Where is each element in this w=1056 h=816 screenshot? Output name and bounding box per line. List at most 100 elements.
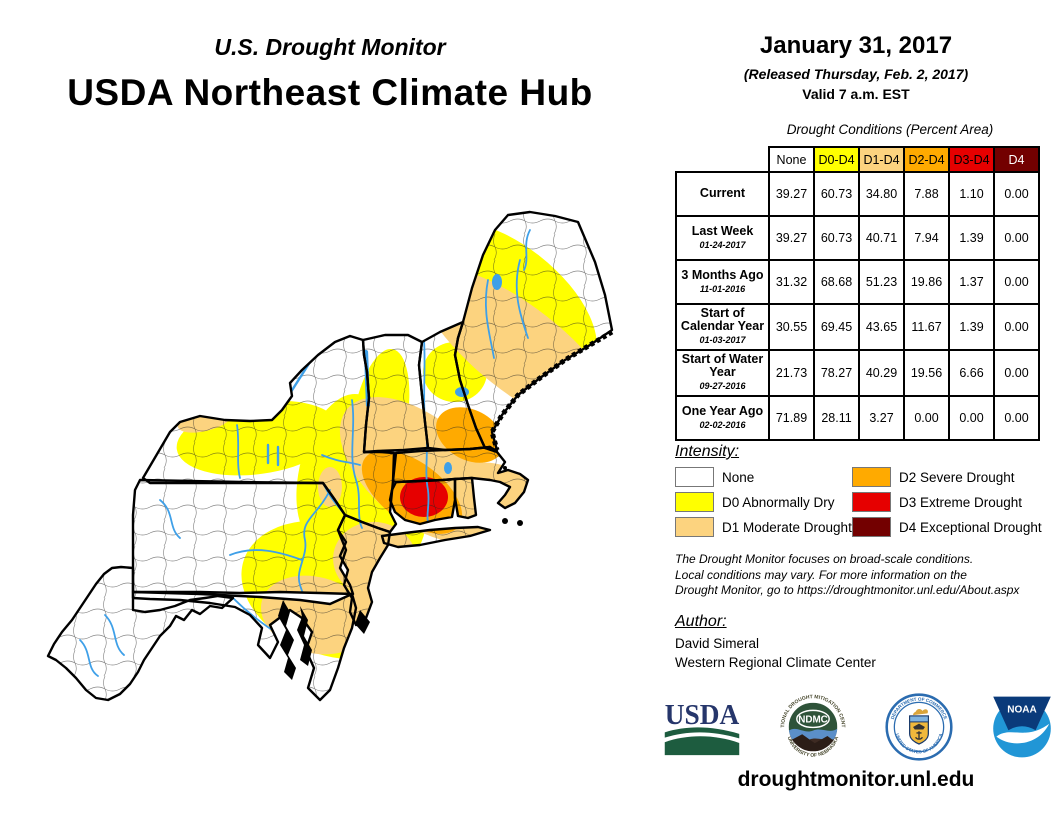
row-date: 01-03-2017 — [699, 335, 746, 345]
logo-row: USDA NATIONAL DROUGHT MITIGATION CENTER … — [664, 690, 1054, 764]
legend-item-d3: D3 Extreme Drought — [852, 492, 1022, 512]
cell-value: 28.11 — [813, 395, 860, 441]
col-header-d4: D4 — [993, 146, 1040, 173]
footer-url: droughtmonitor.unl.edu — [737, 768, 975, 791]
row-date: 02-02-2016 — [699, 419, 746, 430]
legend-swatch-d3 — [852, 492, 891, 512]
cell-value: 1.39 — [948, 215, 995, 261]
col-header-d0d4: D0-D4 — [813, 146, 860, 173]
quabbin-reservoir — [444, 462, 452, 474]
cell-value: 11.67 — [903, 303, 950, 351]
cell-value: 31.32 — [768, 259, 815, 305]
legend-item-d0: D0 Abnormally Dry — [675, 492, 835, 512]
map-date: January 31, 2017 — [759, 32, 953, 59]
cell-value: 71.89 — [768, 395, 815, 441]
legend-label: D4 Exceptional Drought — [899, 519, 1042, 535]
cell-value: 7.88 — [903, 171, 950, 217]
report-title: U.S. Drought Monitor — [214, 34, 446, 60]
doc-shield — [909, 715, 930, 745]
ndmc-oval — [795, 709, 830, 729]
cell-value: 39.27 — [768, 215, 815, 261]
ndmc-inner-art — [788, 702, 837, 752]
moosehead-lake — [492, 274, 502, 290]
row-label: Start of Water Year — [681, 352, 764, 379]
cell-value: 68.68 — [813, 259, 860, 305]
row-label: 3 Months Ago — [681, 267, 764, 282]
cell-value: 30.55 — [768, 303, 815, 351]
cell-value: 0.00 — [993, 259, 1040, 305]
legend-swatch-d4 — [852, 517, 891, 537]
col-header-none: None — [768, 146, 815, 173]
doc-eagle — [913, 709, 929, 716]
hudson-river — [351, 399, 363, 529]
disclaimer-line: Local conditions may vary. For more info… — [675, 567, 967, 582]
cell-value: 3.27 — [858, 395, 905, 441]
finger-lakes — [266, 443, 280, 467]
legend-swatch-none — [675, 467, 714, 487]
usda-swoosh-lower — [664, 736, 740, 756]
author-name: David Simeral — [675, 636, 760, 651]
connecticut-river — [423, 339, 430, 523]
date-block: January 31, 2017 (Released Thursday, Feb… — [662, 32, 1050, 102]
cell-value: 60.73 — [813, 171, 860, 217]
legend-item-d2: D2 Severe Drought — [852, 467, 1015, 487]
cell-value: 0.00 — [948, 395, 995, 441]
usda-logo-text: USDA — [665, 699, 740, 731]
legend-swatch-d2 — [852, 467, 891, 487]
commerce-seal-icon: DEPARTMENT OF COMMERCE UNITED STATES OF … — [885, 693, 953, 761]
northeast-drought-map — [46, 210, 614, 702]
col-header-d1d4: D1-D4 — [858, 146, 905, 173]
penobscot-river — [515, 259, 529, 339]
table-row: One Year Ago 02-02-2016 71.89 28.11 3.27 … — [675, 395, 1040, 441]
county-lines-texture — [48, 212, 612, 700]
cell-value: 51.23 — [858, 259, 905, 305]
cell-value: 40.29 — [858, 349, 905, 397]
legend-swatch-d0 — [675, 492, 714, 512]
table-row: 3 Months Ago 11-01-2016 31.32 68.68 51.23… — [675, 259, 1040, 305]
allegheny-river — [159, 499, 181, 539]
cell-value: 39.27 — [768, 171, 815, 217]
cell-value: 19.56 — [903, 349, 950, 397]
legend-label: D2 Severe Drought — [899, 469, 1015, 485]
doc-anchor — [915, 731, 924, 740]
cell-value: 43.65 — [858, 303, 905, 351]
table-header-row: None D0-D4 D1-D4 D2-D4 D3-D4 D4 — [676, 146, 1040, 173]
cell-value: 69.45 — [813, 303, 860, 351]
cell-value: 0.00 — [993, 215, 1040, 261]
noaa-seagull — [996, 723, 1050, 744]
wv-river-1 — [104, 614, 125, 656]
region-title: USDA Northeast Climate Hub — [67, 72, 593, 113]
ndmc-center-text: NDMC — [798, 715, 828, 726]
table-row: Start of Calendar Year 01-03-2017 30.55 6… — [675, 303, 1040, 351]
genesee-river — [236, 424, 241, 479]
doc-shield-chief — [909, 715, 930, 723]
cell-value: 0.00 — [993, 395, 1040, 441]
cell-value: 60.73 — [813, 215, 860, 261]
disclaimer: The Drought Monitor focuses on broad-sca… — [675, 552, 1047, 599]
table-row: Last Week 01-24-2017 39.27 60.73 40.71 7.… — [675, 215, 1040, 261]
noaa-top-shape — [993, 696, 1051, 731]
drought-conditions-table: None D0-D4 D1-D4 D2-D4 D3-D4 D4 Current … — [675, 146, 1040, 441]
cell-value: 19.86 — [903, 259, 950, 305]
susquehanna-west-branch — [229, 549, 303, 561]
row-label: Start of Calendar Year — [680, 306, 765, 333]
wv-river-2 — [79, 639, 99, 677]
maine-rocky-coast — [489, 329, 614, 451]
valid-time: Valid 7 a.m. EST — [802, 86, 910, 102]
doc-ship — [913, 723, 926, 730]
legend-swatch-d1 — [675, 517, 714, 537]
row-label: Current — [699, 186, 746, 200]
legend-item-none: None — [675, 467, 754, 487]
row-date: 01-24-2017 — [699, 239, 746, 250]
disclaimer-line: Drought Monitor, go to https://droughtmo… — [675, 583, 1020, 597]
table-row: Start of Water Year 09-27-2016 21.73 78.2… — [675, 349, 1040, 397]
drought-shading-layer — [48, 212, 612, 700]
kennebec-river — [484, 279, 495, 359]
author-organization: Western Regional Climate Center — [675, 655, 876, 670]
cell-value: 0.00 — [993, 171, 1040, 217]
cell-value: 1.39 — [948, 303, 995, 351]
cell-value: 0.00 — [993, 303, 1040, 351]
cell-value: 40.71 — [858, 215, 905, 261]
legend-label: None — [722, 469, 755, 485]
